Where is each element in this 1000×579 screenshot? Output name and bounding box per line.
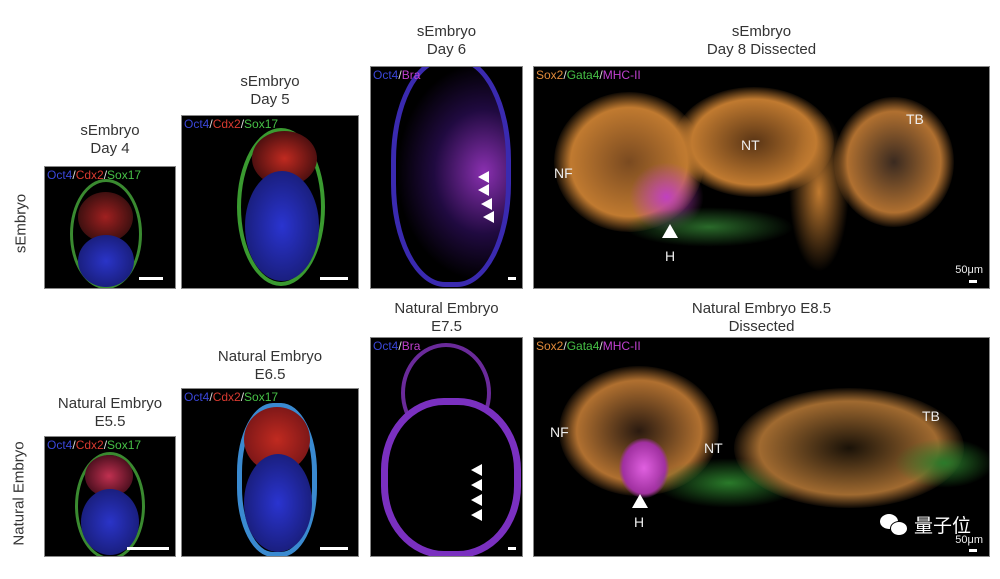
arrowhead-icon	[478, 171, 489, 183]
label-tb: TB	[922, 408, 940, 424]
label-h: H	[634, 514, 645, 530]
arrowhead-icon	[471, 509, 482, 521]
stain-legend: Oct4/Cdx2/Sox17	[184, 117, 279, 131]
stain-legend: Oct4/Bra	[373, 68, 421, 82]
title-n-e75: Natural Embryo E7.5	[394, 300, 499, 335]
label-tb: TB	[906, 111, 924, 127]
scale-bar	[127, 547, 169, 550]
title-n-e55: Natural Embryo E5.5	[57, 395, 163, 430]
image-natural-e75: Oct4/Bra	[370, 337, 523, 557]
scale-label: 50μm	[955, 534, 983, 546]
image-sembryo-day6: Oct4/Bra	[370, 66, 523, 289]
arrowhead-icon	[483, 211, 494, 223]
title-s-day5: sEmbryo Day 5	[240, 73, 300, 108]
stain-legend: Oct4/Cdx2/Sox17	[47, 168, 142, 182]
arrowhead-icon	[481, 198, 492, 210]
stain-legend: Oct4/Bra	[373, 339, 421, 353]
title-s-day4: sEmbryo Day 4	[80, 122, 140, 157]
scale-bar	[139, 277, 163, 280]
title-n-e85: Natural Embryo E8.5 Dissected	[691, 300, 832, 335]
watermark: 量子位	[879, 511, 971, 538]
arrowhead-icon	[471, 464, 482, 476]
scale-bar	[969, 549, 977, 552]
label-h: H	[665, 248, 676, 264]
stain-legend: Sox2/Gata4/MHC-II	[536, 339, 641, 353]
row-label-natural-embryo: Natural Embryo	[10, 441, 28, 546]
scale-bar	[508, 547, 516, 550]
row-label-sembryo: sEmbryo	[12, 193, 30, 254]
wechat-icon	[879, 513, 908, 536]
image-natural-e65: Oct4/Cdx2/Sox17	[181, 388, 359, 557]
arrowhead-icon	[632, 494, 648, 508]
image-sembryo-day5: Oct4/Cdx2/Sox17	[181, 115, 359, 289]
scale-bar	[969, 280, 977, 283]
label-nt: NT	[741, 137, 760, 153]
title-n-e65: Natural Embryo E6.5	[217, 348, 323, 383]
stain-legend: Sox2/Gata4/MHC-II	[536, 68, 641, 82]
arrowhead-icon	[662, 224, 678, 238]
scale-bar	[508, 277, 516, 280]
label-nt: NT	[704, 440, 723, 456]
stain-legend: Oct4/Cdx2/Sox17	[184, 390, 279, 404]
stain-legend: Oct4/Cdx2/Sox17	[47, 438, 142, 452]
image-natural-e55: Oct4/Cdx2/Sox17	[44, 436, 176, 557]
arrowhead-icon	[471, 479, 482, 491]
scale-bar	[320, 277, 348, 280]
image-sembryo-day4: Oct4/Cdx2/Sox17	[44, 166, 176, 289]
label-nf: NF	[554, 165, 573, 181]
image-natural-e85: Sox2/Gata4/MHC-II NF NT TB H 50μm 量子位	[533, 337, 990, 557]
title-s-day8: sEmbryo Day 8 Dissected	[706, 23, 817, 58]
label-nf: NF	[550, 424, 569, 440]
arrowhead-icon	[471, 494, 482, 506]
scale-bar	[320, 547, 348, 550]
arrowhead-icon	[478, 184, 489, 196]
title-s-day6: sEmbryo Day 6	[416, 23, 477, 58]
scale-label: 50μm	[955, 264, 983, 276]
image-sembryo-day8: Sox2/Gata4/MHC-II NF NT TB H 50μm	[533, 66, 990, 289]
